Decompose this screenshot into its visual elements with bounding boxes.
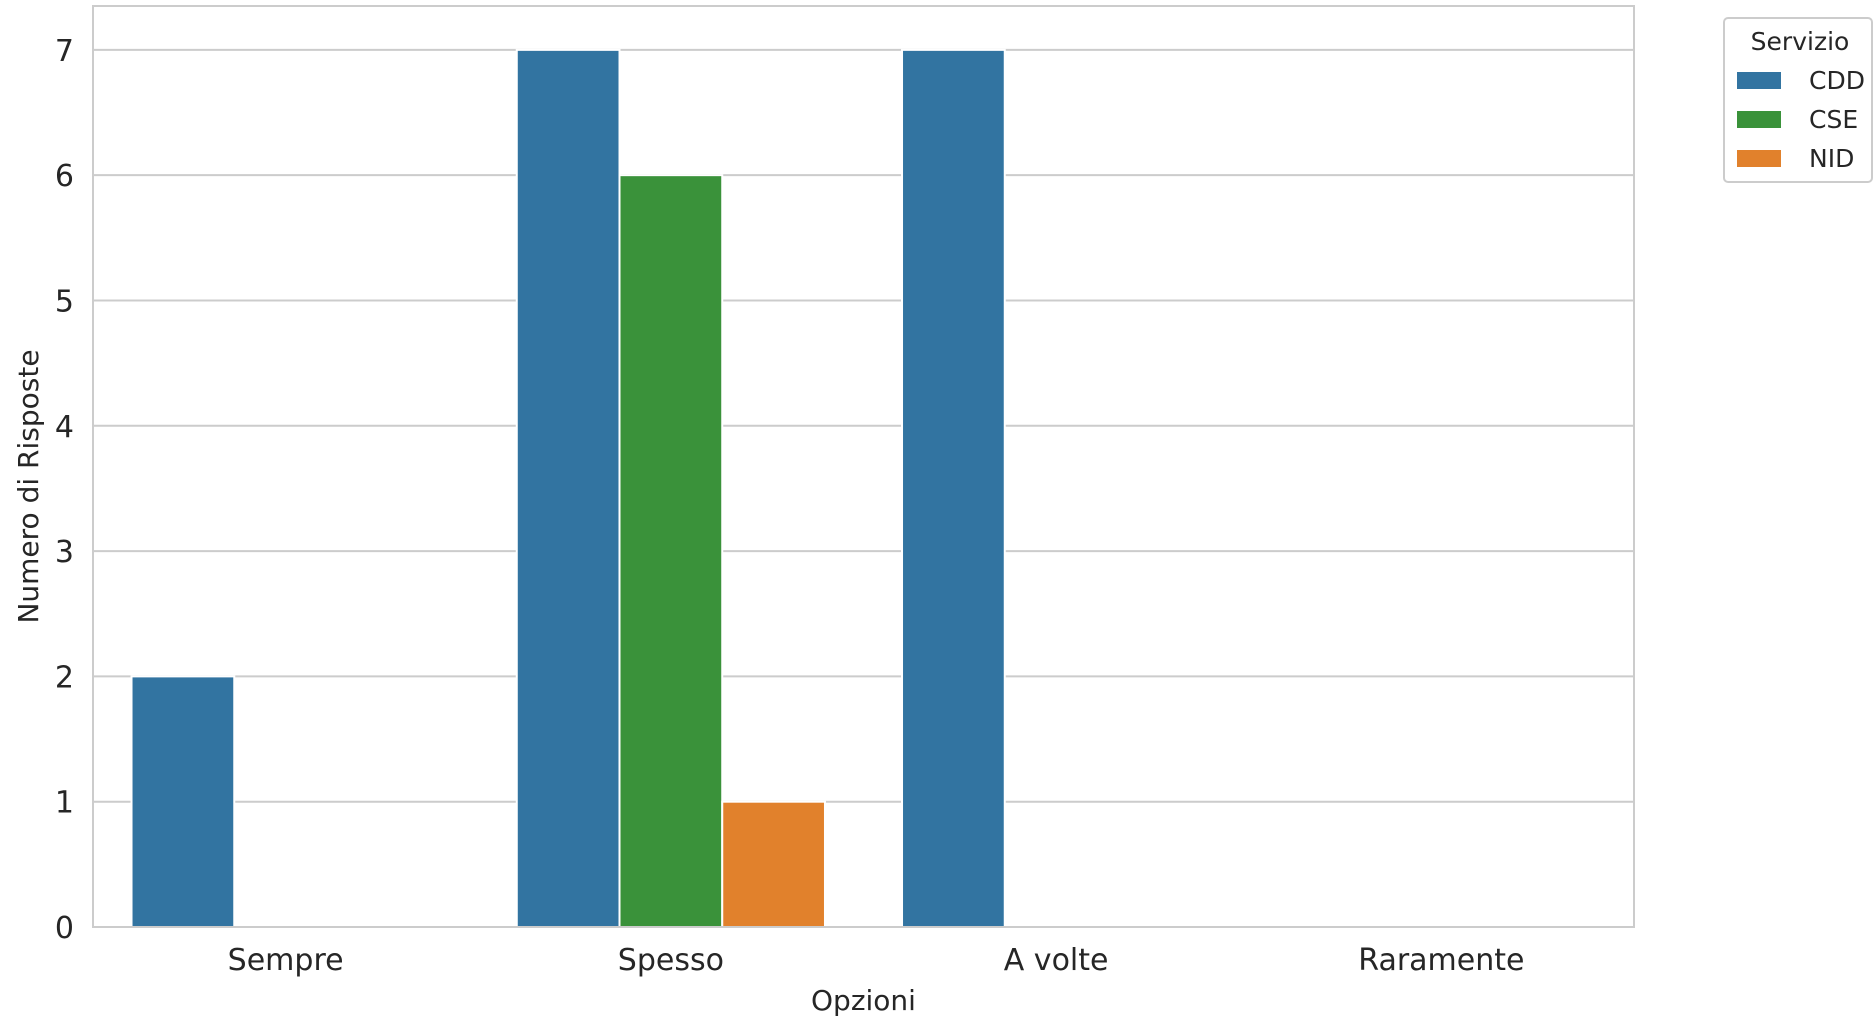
x-tick-label: Sempre: [228, 943, 344, 978]
legend: Servizio CDD CSE NID: [1723, 17, 1873, 183]
legend-label-cdd: CDD: [1809, 66, 1865, 95]
legend-label-cse: CSE: [1809, 105, 1858, 134]
y-tick-label: 4: [55, 410, 74, 445]
legend-swatch-cse: [1737, 111, 1781, 128]
y-tick-label: 2: [55, 660, 74, 695]
plot-frame: [92, 5, 1635, 928]
y-tick-label: 0: [55, 911, 74, 946]
y-tick-label: 7: [55, 34, 74, 69]
bar-cdd-2: [901, 48, 1006, 929]
legend-swatch-cdd: [1737, 72, 1781, 89]
y-tick-label: 5: [55, 284, 74, 319]
x-axis-label: Opzioni: [811, 984, 916, 1017]
legend-title: Servizio: [1751, 27, 1850, 56]
y-tick-label: 1: [55, 786, 74, 821]
bars: [130, 48, 1006, 929]
bar-cdd-0: [130, 675, 236, 928]
legend-box: [1723, 17, 1873, 183]
grid-lines: [93, 48, 1634, 928]
bar-nid-1: [721, 800, 826, 928]
bar-cse-1: [618, 174, 724, 928]
y-tick-label: 3: [55, 535, 74, 570]
y-axis-label: Numero di Risposte: [12, 349, 45, 623]
x-tick-label: Raramente: [1358, 943, 1524, 978]
legend-label-nid: NID: [1809, 144, 1854, 173]
x-tick-label: Spesso: [618, 943, 724, 978]
x-tick-label: A volte: [1004, 943, 1109, 978]
bar-cdd-1: [515, 48, 621, 929]
legend-swatch-nid: [1737, 150, 1781, 167]
legend-items: CDD CSE NID: [1737, 66, 1865, 173]
x-tick-labels: Sempre Spesso A volte Raramente: [228, 943, 1525, 978]
y-tick-label: 6: [55, 159, 74, 194]
y-tick-labels: 0 1 2 3 4 5 6 7: [55, 34, 74, 946]
